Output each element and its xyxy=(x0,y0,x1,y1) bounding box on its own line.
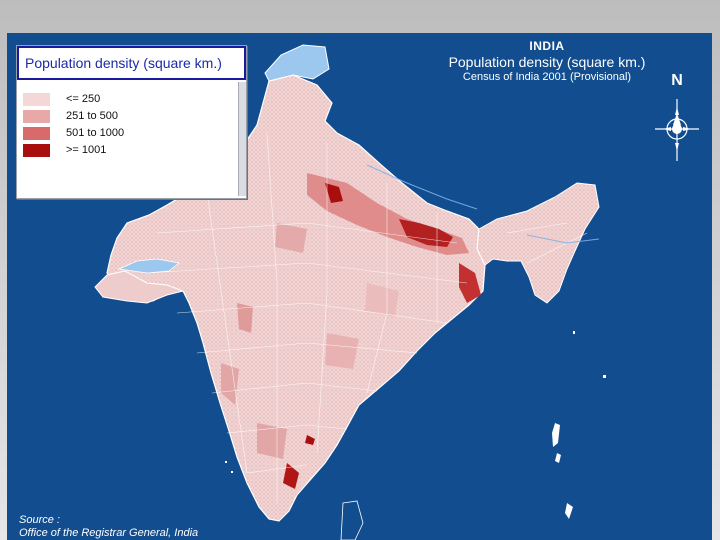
legend-item: 501 to 1000 xyxy=(23,125,124,141)
legend-swatch xyxy=(23,92,50,106)
legend: Population density (square km.) <= 250 2… xyxy=(16,45,247,199)
source-text: Office of the Registrar General, India xyxy=(19,527,199,539)
map-title-block: INDIA Population density (square km.) Ce… xyxy=(427,39,667,83)
andaman-nicobar-islands xyxy=(225,331,606,519)
legend-item-label: 251 to 500 xyxy=(66,110,118,122)
legend-swatch xyxy=(23,126,50,140)
disputed-region xyxy=(264,44,330,82)
legend-swatch xyxy=(23,109,50,123)
country-title: INDIA xyxy=(529,39,565,53)
legend-swatch xyxy=(23,143,50,157)
northeast-india xyxy=(476,182,600,304)
district-borders xyxy=(146,132,588,503)
legend-scrollbar[interactable] xyxy=(238,82,246,196)
gujarat-region xyxy=(94,270,185,304)
legend-item-label: >= 1001 xyxy=(66,144,107,156)
compass-rose-icon xyxy=(655,99,699,161)
legend-item-label: 501 to 1000 xyxy=(66,127,125,139)
legend-title: Population density (square km.) xyxy=(17,46,246,80)
source-label: Source : xyxy=(19,514,60,526)
map-title: Population density (square km.) xyxy=(448,54,646,70)
map-frame: N Population density (square km.) <= 250… xyxy=(7,33,712,540)
rivers xyxy=(366,164,600,244)
high-density-areas xyxy=(221,173,481,489)
legend-body: <= 250 251 to 500 501 to 1000 >= 1001 xyxy=(17,82,238,196)
north-label: N xyxy=(671,72,683,89)
source-note: Source : Office of the Registrar General… xyxy=(19,514,198,540)
legend-item: <= 250 xyxy=(23,91,100,107)
map-subtitle: Census of India 2001 (Provisional) xyxy=(462,71,632,83)
sri-lanka-outline xyxy=(340,500,364,540)
legend-item: >= 1001 xyxy=(23,142,106,158)
legend-item: 251 to 500 xyxy=(23,108,118,124)
legend-item-label: <= 250 xyxy=(66,93,101,105)
